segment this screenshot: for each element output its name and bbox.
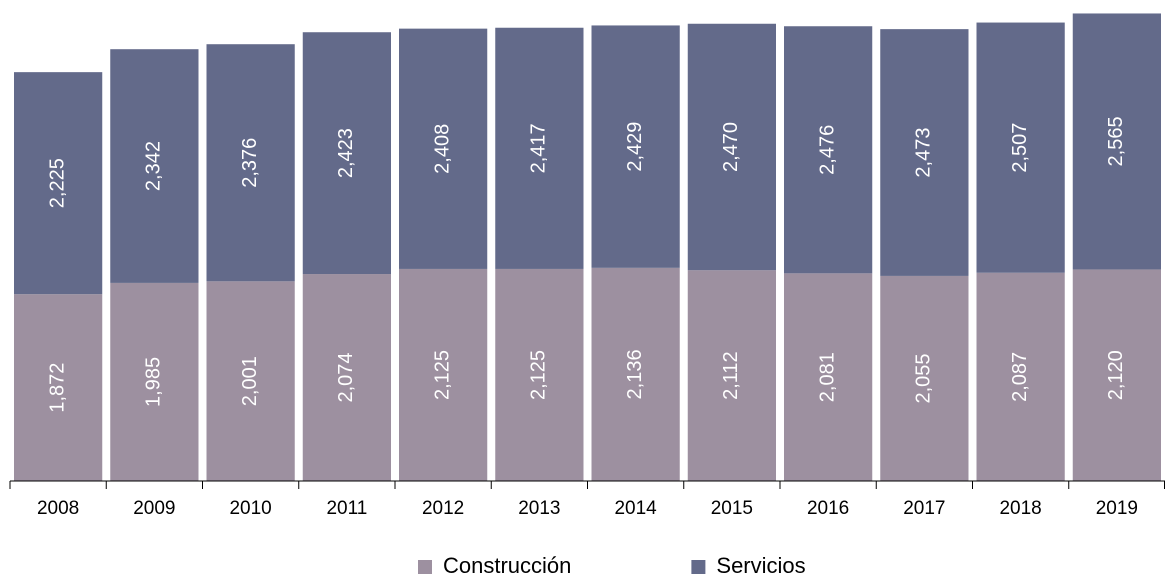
bar-segment bbox=[302, 274, 391, 481]
x-tick-label: 2014 bbox=[614, 498, 657, 519]
x-tick-label: 2019 bbox=[1096, 498, 1138, 519]
value-label: 2,473 bbox=[913, 128, 935, 178]
value-label: 2,423 bbox=[335, 128, 357, 178]
value-label: 2,112 bbox=[720, 351, 742, 400]
bar-segment bbox=[495, 268, 584, 481]
bar-segment bbox=[110, 49, 199, 283]
bar-segment bbox=[976, 22, 1065, 273]
legend-label: Construcción bbox=[443, 553, 571, 578]
value-label: 2,001 bbox=[239, 356, 261, 406]
bar-segment bbox=[784, 273, 873, 481]
value-label: 2,470 bbox=[720, 122, 742, 172]
bar-segment bbox=[880, 275, 969, 481]
x-tick-label: 2013 bbox=[518, 498, 560, 519]
legend-label: Servicios bbox=[716, 553, 805, 578]
legend-swatch bbox=[691, 560, 706, 574]
bar-segment bbox=[399, 268, 488, 481]
value-label: 2,087 bbox=[1009, 352, 1031, 402]
x-tick-label: 2009 bbox=[133, 498, 175, 519]
value-label: 2,136 bbox=[624, 349, 646, 399]
value-label: 2,342 bbox=[143, 141, 165, 191]
x-tick-label: 2012 bbox=[422, 498, 464, 519]
value-label: 2,429 bbox=[624, 122, 646, 172]
value-label: 2,225 bbox=[46, 158, 68, 208]
value-label: 2,125 bbox=[528, 350, 550, 400]
value-label: 2,408 bbox=[431, 124, 453, 174]
x-tick-label: 2016 bbox=[807, 498, 849, 519]
value-label: 2,120 bbox=[1105, 350, 1127, 400]
bar-segment bbox=[1072, 13, 1161, 270]
value-label: 2,417 bbox=[528, 123, 550, 173]
legend-swatch bbox=[418, 560, 432, 574]
value-label: 1,872 bbox=[46, 363, 68, 413]
bar-segment bbox=[14, 294, 103, 481]
bar-segment bbox=[399, 28, 488, 269]
bar-segment bbox=[687, 23, 776, 271]
value-label: 2,476 bbox=[816, 125, 838, 175]
value-label: 2,074 bbox=[335, 352, 357, 402]
bar-segment bbox=[302, 32, 391, 275]
value-label: 2,081 bbox=[816, 352, 838, 402]
bar-segment bbox=[591, 25, 680, 268]
value-label: 2,125 bbox=[431, 350, 453, 400]
x-tick-label: 2017 bbox=[903, 498, 945, 519]
bar-segment bbox=[206, 281, 295, 481]
bar-segment bbox=[1072, 269, 1161, 481]
x-tick-label: 2018 bbox=[999, 498, 1041, 519]
bar-segment bbox=[784, 26, 873, 274]
bar-segment bbox=[495, 27, 584, 269]
value-label: 2,507 bbox=[1009, 123, 1031, 173]
bar-segment bbox=[976, 272, 1065, 481]
bar-segment bbox=[591, 267, 680, 481]
value-label: 2,376 bbox=[239, 138, 261, 188]
x-tick-label: 2008 bbox=[37, 498, 79, 519]
x-tick-label: 2015 bbox=[711, 498, 753, 519]
bar-segment bbox=[14, 72, 103, 295]
value-label: 2,055 bbox=[913, 353, 935, 403]
value-label: 1,985 bbox=[143, 357, 165, 407]
x-tick-label: 2010 bbox=[229, 498, 271, 519]
bar-segment bbox=[110, 282, 199, 481]
value-label: 2,565 bbox=[1105, 116, 1127, 166]
bar-segment bbox=[206, 44, 295, 282]
bar-segment bbox=[880, 29, 969, 276]
bar-segment bbox=[687, 270, 776, 481]
x-tick-label: 2011 bbox=[326, 498, 367, 519]
